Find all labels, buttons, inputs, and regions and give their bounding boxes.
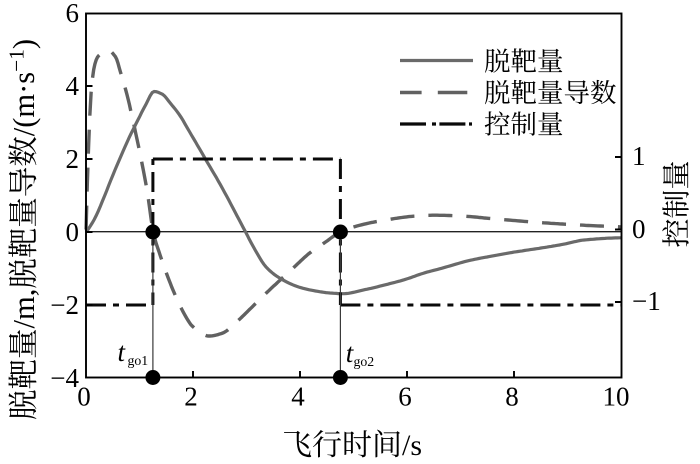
svg-text:−2: −2	[50, 290, 79, 320]
svg-text:−1: −1	[632, 286, 661, 316]
svg-text:4: 4	[291, 382, 305, 412]
svg-text:0: 0	[66, 217, 80, 247]
svg-text:): )	[7, 39, 41, 49]
svg-text:/(m·s: /(m·s	[7, 72, 41, 136]
svg-text:t: t	[118, 337, 127, 367]
svg-text:6: 6	[66, 0, 80, 28]
svg-text:0: 0	[77, 382, 91, 412]
svg-text:/s: /s	[402, 429, 422, 462]
svg-text:/m,: /m,	[7, 289, 41, 329]
svg-text:2: 2	[66, 144, 80, 174]
svg-text:4: 4	[66, 71, 80, 101]
svg-text:6: 6	[398, 382, 412, 412]
svg-text:t: t	[346, 338, 355, 368]
svg-text:8: 8	[505, 382, 519, 412]
svg-text:go1: go1	[128, 353, 149, 368]
svg-text:−1: −1	[5, 49, 29, 72]
svg-text:10: 10	[603, 382, 630, 412]
svg-text:go2: go2	[354, 354, 375, 369]
svg-text:−4: −4	[50, 363, 79, 393]
svg-text:1: 1	[632, 141, 646, 171]
svg-text:2: 2	[184, 382, 198, 412]
svg-text:0: 0	[632, 214, 646, 244]
